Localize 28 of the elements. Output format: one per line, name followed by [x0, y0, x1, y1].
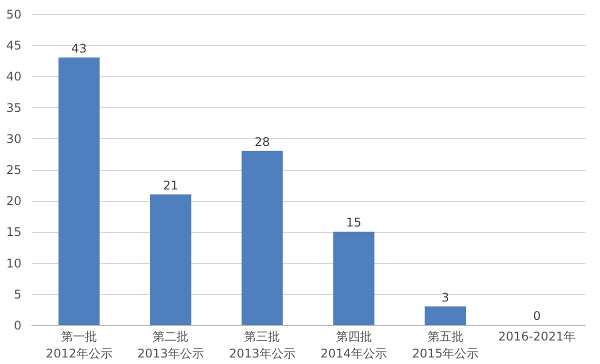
bar: [150, 194, 192, 325]
bar: [424, 306, 466, 325]
data-label: 3: [442, 290, 450, 304]
y-tick-label: 45: [6, 38, 22, 53]
data-label: 15: [346, 216, 362, 230]
y-tick-label: 0: [14, 318, 22, 332]
bar: [58, 58, 100, 325]
x-tick-label: 第二批 2013年公示: [137, 330, 204, 360]
bar: [333, 232, 374, 325]
y-tick-label: 15: [6, 225, 22, 240]
x-tick-label: 2016-2021年: [498, 330, 576, 344]
data-label: 28: [254, 134, 270, 149]
y-tick-label: 5: [14, 287, 22, 302]
y-tick-label: 30: [6, 132, 22, 146]
x-tick-label: 第四批 2014年公示: [320, 330, 388, 360]
y-tick-label: 35: [6, 100, 22, 115]
y-tick-label: 50: [6, 8, 22, 22]
y-tick-label: 10: [6, 256, 22, 270]
x-tick-label: 第三批 2013年公示: [228, 330, 296, 360]
data-label: 21: [163, 178, 178, 192]
x-tick-label: 第五批 2015年公示: [412, 330, 479, 360]
data-label: 0: [533, 309, 541, 323]
data-label: 43: [71, 42, 87, 56]
y-tick-label: 40: [6, 70, 22, 84]
x-tick-label: 第一批 2012年公示: [46, 330, 112, 360]
y-tick-label: 20: [6, 194, 22, 208]
bar: [242, 150, 283, 325]
y-tick-label: 25: [6, 163, 22, 177]
